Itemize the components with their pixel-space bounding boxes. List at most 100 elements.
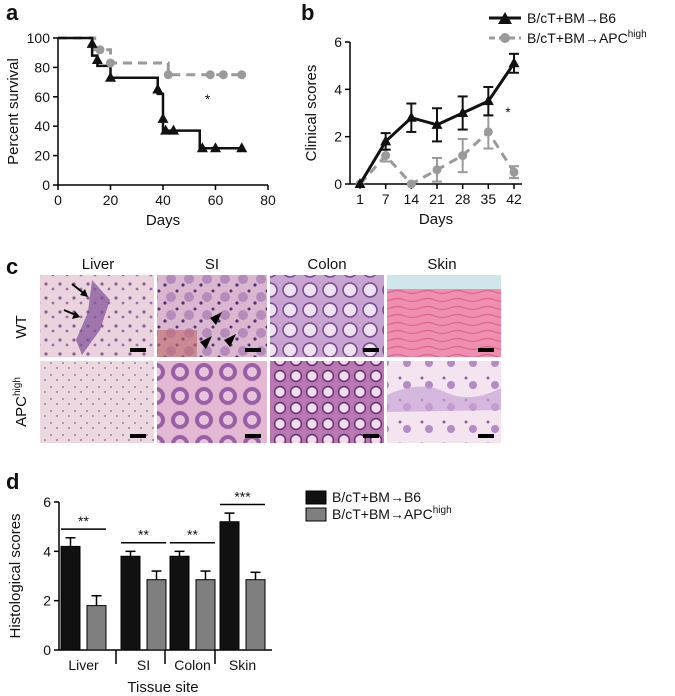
survival-marker-apc-high [163,70,173,80]
series-b6-point [405,111,417,122]
x-category-label: Colon [174,657,211,673]
legend-bottom-series-1: B/cT+BM→B6 [332,489,421,505]
y-tick-label: 40 [34,118,50,134]
arrow-icon [80,289,88,297]
bar-apc-high-colon [195,579,216,651]
panel-label-a: a [6,0,19,25]
survival-marker-b6 [105,71,116,82]
x-tick-label: 14 [404,191,420,207]
legend-bottom: B/cT+BM→B6 B/cT+BM→APChigh [305,489,452,522]
x-category-label: Skin [229,657,256,673]
significance-stars: *** [234,488,251,504]
series-b6-point [431,118,443,129]
scale-bar [478,434,494,438]
clinical-scores-chart: 0 2 4 6 1 7 14 21 28 35 42 Days Clinical scores * [303,34,522,228]
bar-b6-si [120,555,141,651]
x-tick-label: 60 [208,192,224,208]
series-apc-high-point [509,167,519,177]
arrowhead-icon [200,336,212,349]
y-tick-label: 20 [34,148,50,164]
y-tick-label: 80 [34,59,50,75]
x-tick-label: 42 [506,191,522,207]
scale-bar [245,434,261,438]
survival-marker-b6 [157,112,169,123]
legend-swatch-gray [305,507,327,522]
scale-bar [130,348,146,352]
arrow-icon [72,311,80,319]
y-axis-label: Percent survival [5,58,22,165]
y-tick-label: 2 [334,129,342,145]
skin-apc-epidermis [387,386,501,412]
survival-chart: 0 20 40 60 80 100 0 20 40 60 80 Days Percent surviva… [5,30,276,229]
si-wt-red-region [157,330,197,357]
survival-marker-b6 [160,124,172,135]
series-apc-high-point [483,127,493,137]
legend-top: B/cT+BM→B6 B/cT+BM→APChigh [489,10,647,46]
histo-col-skin: Skin [427,256,456,273]
x-tick-label: 21 [429,191,445,207]
x-axis-label: Tissue site [127,679,198,696]
survival-marker-b6 [91,54,103,65]
series-b6-point [508,57,520,68]
arrowhead-icon [210,312,222,325]
scale-bar [363,348,379,352]
survival-marker-apc-high [106,58,115,68]
y-axis-label: Histological scores [7,513,24,638]
x-category-label: Liver [68,657,99,673]
bar-apc-high-liver [86,605,107,651]
y-tick-label: 2 [43,593,51,609]
series-apc-high-point [432,165,442,175]
series-b6-point [457,107,469,117]
series-b6-line [58,36,242,150]
x-tick-label: 20 [103,192,119,208]
bar-b6-liver [60,545,81,651]
legend-series-1: B/cT+BM→B6 [527,10,616,26]
bar-b6-colon [169,555,190,651]
series-apc-high-point [458,151,468,161]
y-axis-label: Clinical scores [303,65,320,162]
legend-triangle-marker [498,12,512,24]
legend-circle-marker [500,33,510,43]
series-apc-high-point [406,179,416,189]
histo-row-apc: APChigh [12,377,30,427]
legend-series-2: B/cT+BM→APChigh [527,29,647,46]
bar-b6-skin [219,521,240,651]
survival-marker-b6 [236,142,248,153]
micrograph-liver-apc [40,361,154,443]
series-apc-high-line [58,36,242,77]
survival-marker-apc-high [95,45,105,55]
panel-label-c: c [6,254,18,279]
y-tick-label: 4 [43,543,51,559]
survival-marker-b6 [196,142,208,153]
survival-marker-b6 [210,142,221,153]
x-tick-label: 0 [54,192,62,208]
histology-panel: Liver SI Colon Skin WT APChigh [12,256,501,443]
scale-bar [130,434,146,438]
series-apc-high-point [381,151,391,161]
y-tick-label: 4 [334,81,342,97]
y-tick-label: 0 [43,642,51,658]
significance-stars: ** [78,513,89,529]
x-tick-label: 1 [356,191,364,207]
significance-stars: ** [138,527,149,543]
panel-label-b: b [301,0,314,25]
series-b6-point [354,178,366,188]
x-axis-label: Days [419,211,453,228]
y-tick-label: 0 [42,177,50,193]
liver-wt-infiltrate [76,280,110,355]
micrograph-colon-apc [270,361,384,443]
y-tick-label: 0 [334,176,342,192]
significance-marker: * [205,91,211,107]
y-tick-label: 60 [34,89,50,105]
arrowhead-icon [224,334,236,347]
micrograph-colon-wt [270,275,384,357]
histo-col-colon: Colon [307,256,346,273]
survival-marker-b6 [152,83,164,94]
survival-marker-apc-high [218,70,228,80]
survival-marker-b6 [86,37,98,48]
scale-bar [363,434,379,438]
x-category-label: SI [137,657,150,673]
histo-col-si: SI [205,256,219,273]
x-tick-label: 7 [382,191,390,207]
